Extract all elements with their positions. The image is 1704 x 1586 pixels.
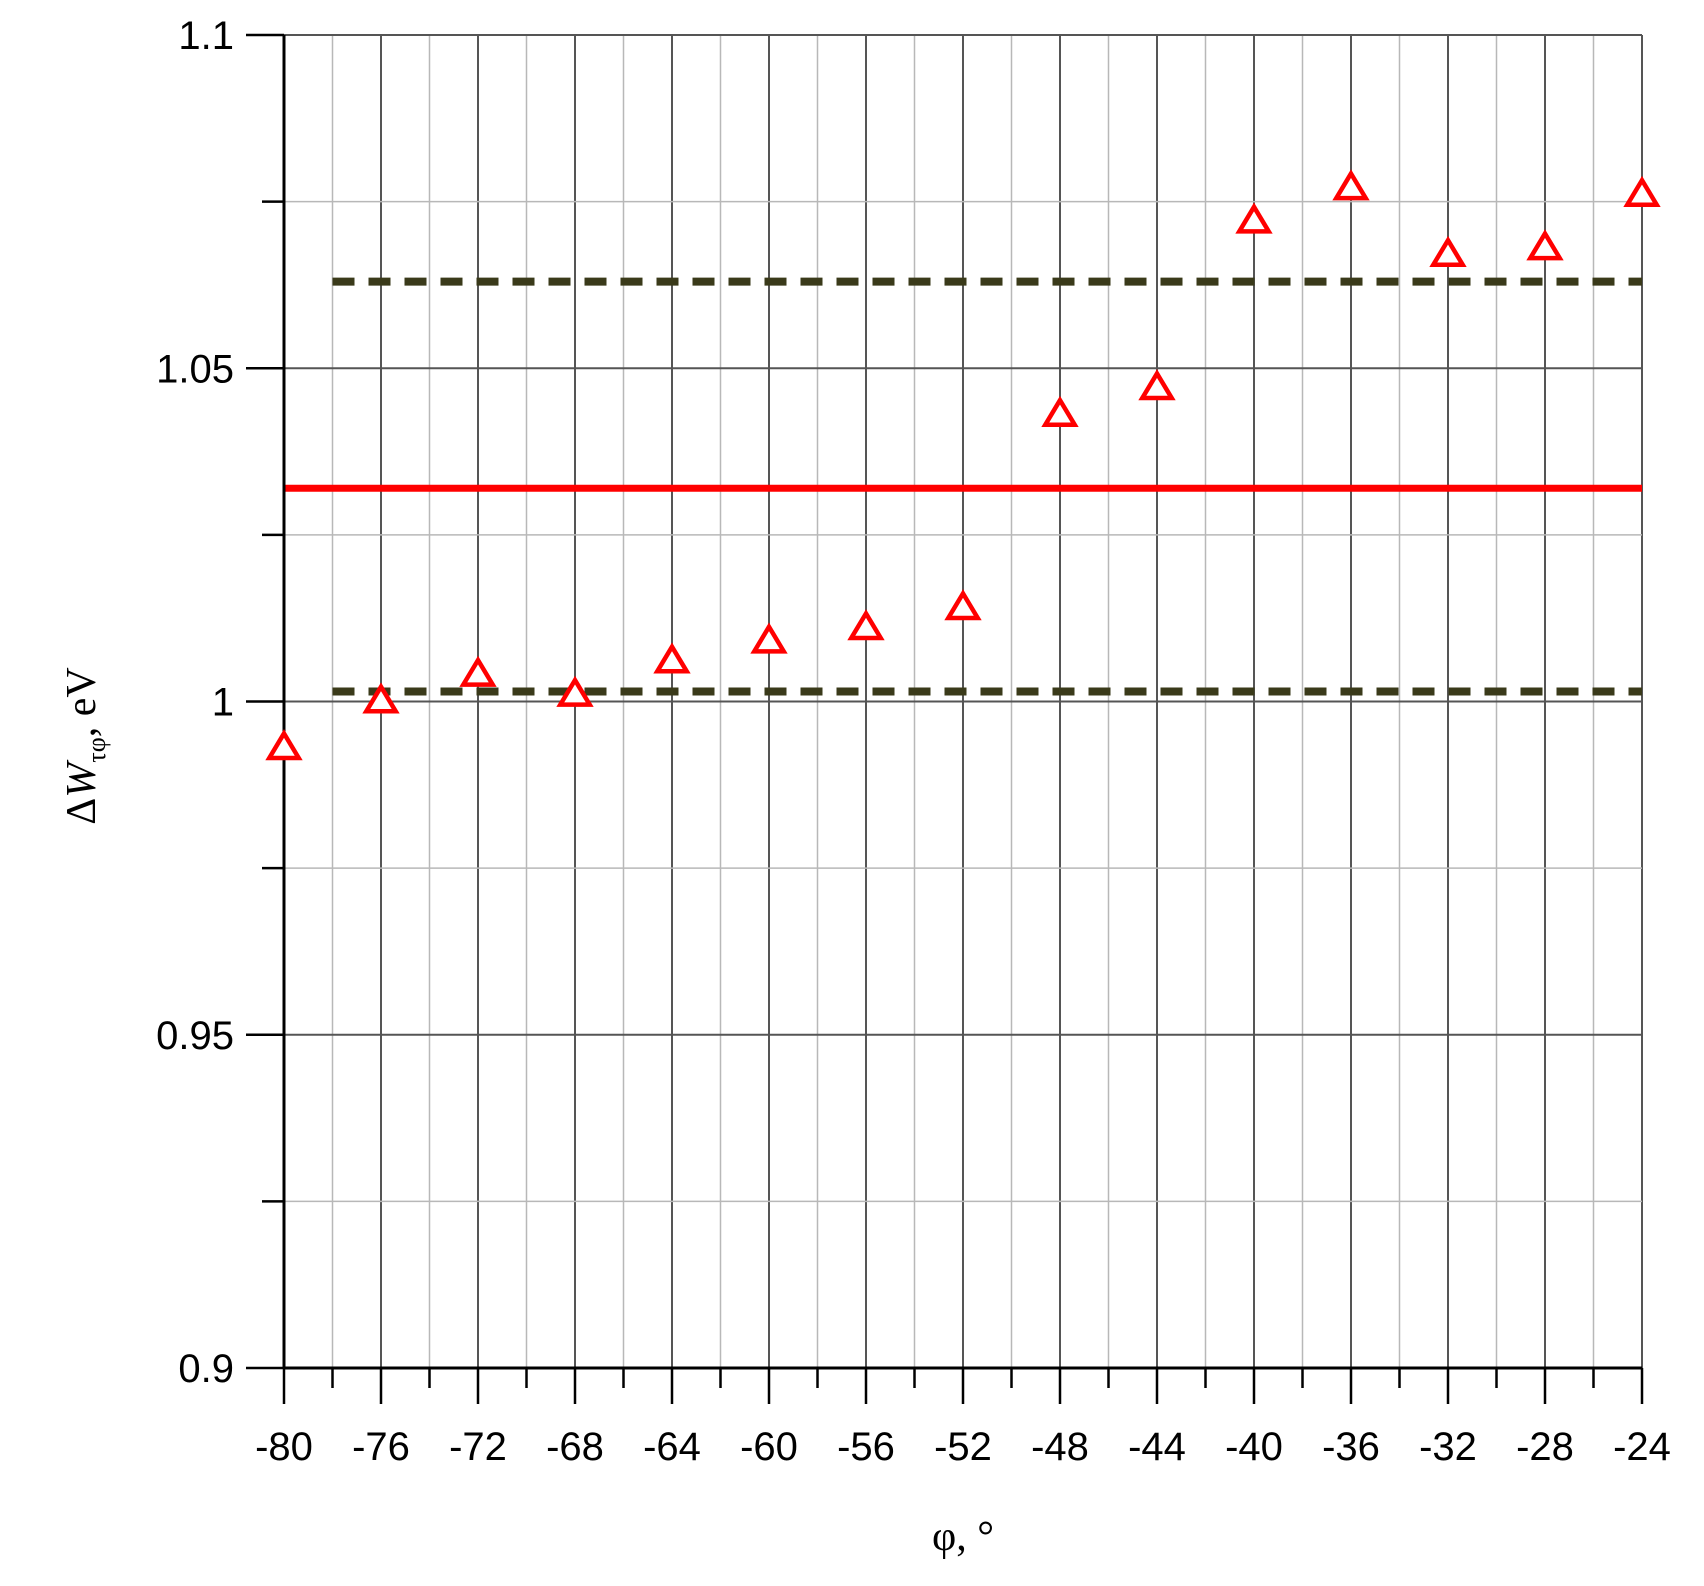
- data-point: [1138, 369, 1176, 401]
- data-point: [944, 589, 982, 621]
- x-tick-label: -64: [643, 1425, 701, 1469]
- y-tick-label: 0.9: [178, 1347, 234, 1391]
- reference-lines: [284, 277, 1642, 696]
- data-point: [1526, 229, 1564, 261]
- x-tick-label: -36: [1322, 1425, 1380, 1469]
- y-tick-label: 1.05: [156, 347, 234, 391]
- data-point: [1235, 202, 1273, 234]
- y-axis-title-unit: , eV: [59, 667, 105, 737]
- x-tick-label: -40: [1225, 1425, 1283, 1469]
- data-point: [653, 642, 691, 674]
- grid: [284, 34, 1643, 1368]
- axes: [246, 33, 1644, 1404]
- data-point: [750, 622, 788, 654]
- x-tick-label: -48: [1031, 1425, 1089, 1469]
- x-tick-label: -68: [546, 1425, 604, 1469]
- y-axis-title-symbol: W: [59, 759, 105, 798]
- x-axis-title: φ, °: [932, 1514, 994, 1560]
- x-tick-label: -44: [1128, 1425, 1186, 1469]
- x-tick-label: -24: [1613, 1425, 1671, 1469]
- data-point: [1429, 235, 1467, 267]
- x-tick-label: -80: [255, 1425, 313, 1469]
- data-point: [459, 655, 497, 687]
- data-point: [847, 609, 885, 641]
- data-point: [556, 675, 594, 707]
- x-tick-label: -28: [1516, 1425, 1574, 1469]
- data-point: [1332, 169, 1370, 201]
- x-tick-label: -32: [1419, 1425, 1477, 1469]
- y-tick-label: 0.95: [156, 1014, 234, 1058]
- data-point: [1041, 395, 1079, 427]
- y-tick-label: 1.1: [178, 14, 234, 58]
- y-axis-title-delta: Δ: [59, 798, 105, 825]
- data-point: [1623, 175, 1661, 208]
- data-point: [362, 682, 400, 714]
- data-points: [265, 169, 1661, 761]
- y-tick-label: 1: [212, 681, 234, 725]
- x-tick-label: -56: [837, 1425, 895, 1469]
- x-tick-label: -60: [740, 1425, 798, 1469]
- data-point: [265, 729, 303, 761]
- y-axis-title: ΔWτφ, eV: [59, 667, 111, 824]
- y-axis-title-subscript: τφ: [82, 737, 111, 762]
- x-tick-label: -76: [352, 1425, 410, 1469]
- x-tick-label: -72: [449, 1425, 507, 1469]
- x-tick-label: -52: [934, 1425, 992, 1469]
